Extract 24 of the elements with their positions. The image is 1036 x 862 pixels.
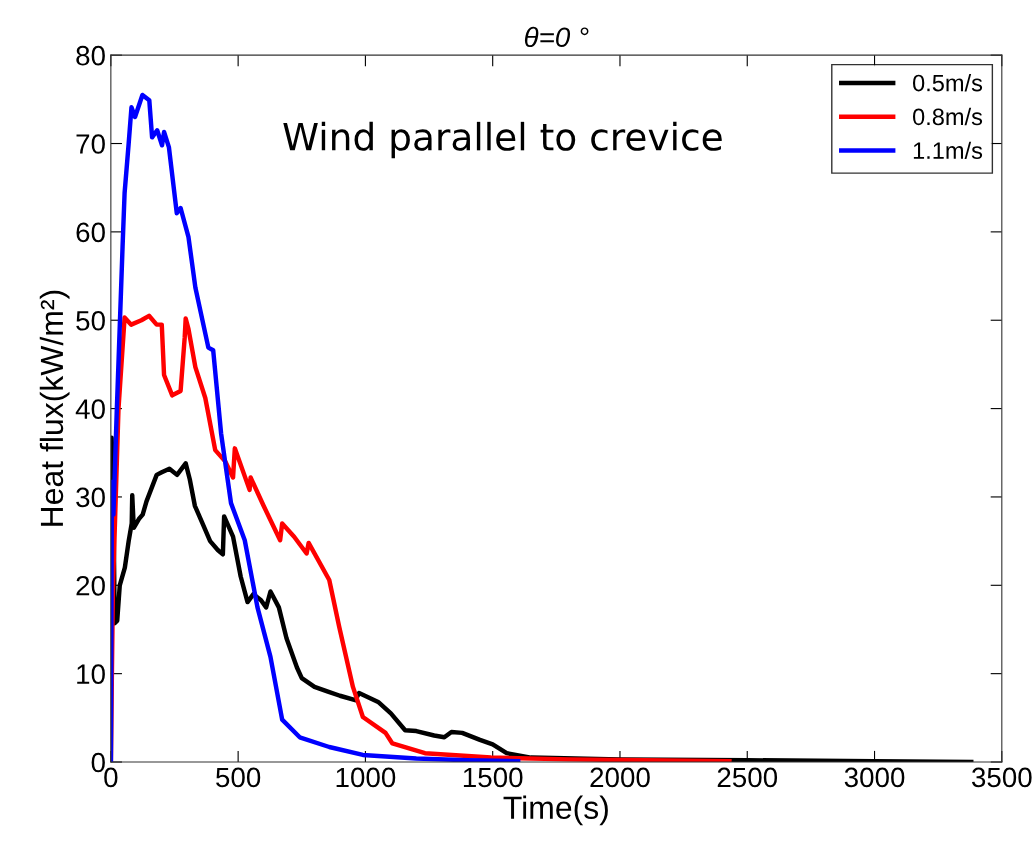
x-tick-label: 3000 <box>844 767 905 788</box>
x-tick-label: 2000 <box>590 767 650 788</box>
y-tick-label: 0 <box>91 752 105 773</box>
y-tick-label: 70 <box>76 134 105 154</box>
chart-title: θ=0 ° <box>524 26 589 48</box>
annotation: Wind parallel to crevice <box>283 121 722 159</box>
x-tick-label: 500 <box>216 767 261 788</box>
x-tick-label: 2500 <box>717 767 778 788</box>
x-tick-label: 0 <box>104 767 118 788</box>
x-axis-title: Time(s) <box>503 795 608 826</box>
legend-label: 0.5m/s <box>912 74 983 92</box>
x-tick-label: 1000 <box>336 767 396 788</box>
y-tick-label: 80 <box>76 45 105 66</box>
y-tick-label: 10 <box>77 664 105 684</box>
y-axis-title: Heat flux(kW/m²) <box>39 290 70 526</box>
legend-label: 0.8m/s <box>912 107 983 126</box>
x-tick-label: 3500 <box>971 767 1032 788</box>
legend-label: 1.1m/s <box>913 141 983 160</box>
x-tick-label: 1500 <box>463 767 523 788</box>
y-tick-label: 40 <box>75 399 105 419</box>
y-tick-label: 30 <box>76 487 105 508</box>
y-tick-label: 60 <box>76 222 105 243</box>
y-tick-label: 50 <box>76 310 105 331</box>
y-tick-label: 20 <box>76 575 105 596</box>
